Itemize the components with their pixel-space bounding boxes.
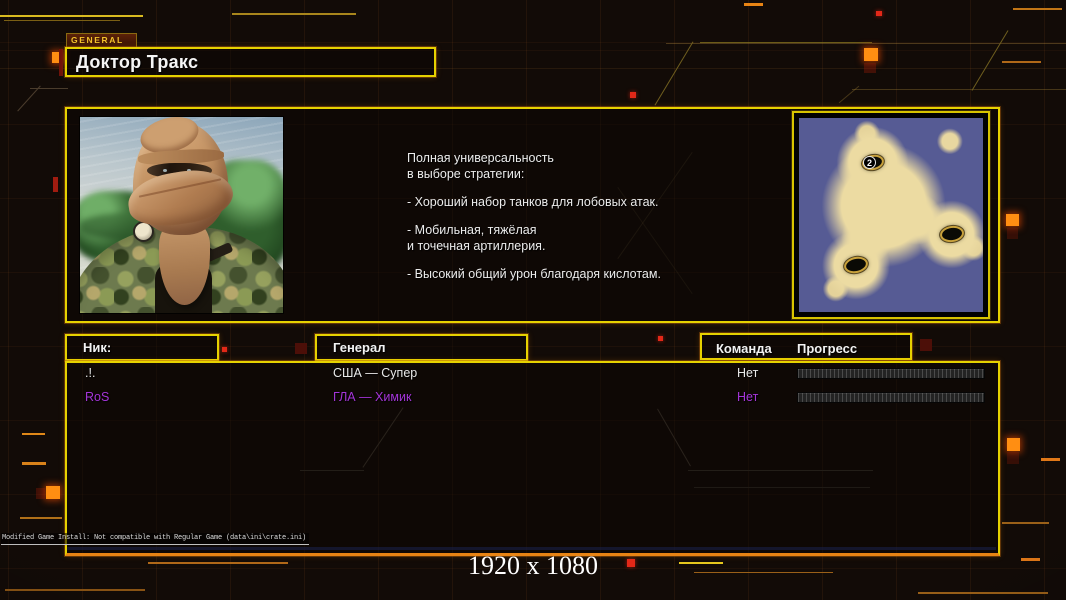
decor-line [1021, 558, 1040, 561]
map-preview[interactable]: 2 [792, 111, 990, 319]
resolution-caption: 1920 x 1080 [468, 551, 598, 580]
status-bar: Modified Game Install: Not compatible wi… [1, 533, 310, 545]
player-list-panel [65, 361, 1000, 556]
decor-square [36, 488, 45, 499]
player-team: Нет [737, 366, 759, 380]
tab-general[interactable]: GENERAL [66, 33, 137, 47]
column-header-team-progress: Команда Прогресс [700, 333, 912, 360]
decor-square [1007, 438, 1020, 451]
decor-line [0, 15, 143, 17]
decor-line [232, 13, 356, 15]
decor-red-strip [59, 49, 63, 76]
column-label-team: Команда [716, 341, 772, 356]
description-line: - Высокий общий урон благодаря кислотам. [407, 267, 661, 281]
portrait-head [124, 117, 237, 235]
description-line: и точечная артиллерия. [407, 239, 546, 253]
decor-line [30, 88, 68, 89]
decor-square [876, 11, 882, 16]
decor-line [744, 3, 763, 6]
decor-diagonal [17, 85, 41, 112]
column-header-general: Генерал [315, 334, 528, 361]
player-nick: .!. [85, 366, 96, 380]
description-line: в выборе стратегии: [407, 167, 525, 181]
decor-line [20, 517, 62, 519]
start-position-marker: 2 [863, 156, 876, 169]
decor-square [658, 336, 663, 341]
decor-line [1002, 61, 1041, 63]
map-start-position [842, 254, 870, 276]
description-line: - Хороший набор танков для лобовых атак. [407, 195, 659, 209]
decor-line [694, 572, 833, 573]
page-title: Доктор Тракс [76, 52, 199, 72]
decor-diagonal [654, 41, 694, 106]
decor-line [1041, 458, 1060, 461]
decor-line [22, 433, 45, 435]
decor-line [918, 592, 1048, 594]
decor-line [666, 43, 1066, 44]
decor-square [295, 343, 307, 354]
description-line: - Мобильная, тяжёлая [407, 223, 537, 237]
decor-line [5, 589, 145, 591]
general-description: Полная универсальность в выборе стратеги… [407, 150, 752, 282]
decor-line [1013, 8, 1062, 10]
decor-line [1002, 522, 1049, 524]
general-portrait [79, 116, 284, 314]
decor-square [920, 339, 932, 351]
decor-diagonal [838, 85, 860, 104]
decor-square [1007, 228, 1018, 239]
decor-line [700, 42, 872, 43]
map-image: 2 [799, 118, 983, 312]
column-label: Генерал [333, 340, 386, 355]
decor-line [148, 562, 288, 564]
panel-inner-glow [67, 547, 996, 550]
decor-square [1007, 452, 1019, 464]
decor-square [52, 52, 63, 63]
map-start-position [939, 224, 965, 244]
decor-square [864, 48, 878, 61]
decor-line [852, 89, 1066, 90]
column-label-progress: Прогресс [797, 341, 858, 356]
decor-line [4, 20, 120, 21]
column-header-nick: Ник: [65, 334, 219, 361]
player-progress-bar [797, 392, 985, 403]
decor-line [679, 562, 723, 564]
decor-square [630, 92, 636, 98]
decor-line [22, 462, 46, 465]
decor-square [222, 347, 227, 352]
description-line: Полная универсальность [407, 151, 554, 165]
player-general: ГЛА — Химик [333, 390, 412, 404]
decor-square [864, 63, 876, 73]
decor-line [0, 68, 1066, 69]
player-general: США — Супер [333, 366, 418, 380]
decor-square [627, 559, 635, 567]
decor-square [46, 486, 60, 499]
general-title-box: Доктор Тракс [65, 47, 436, 77]
portrait-eye [162, 169, 167, 172]
column-label: Ник: [83, 340, 112, 355]
player-progress-bar [797, 368, 985, 379]
player-nick: RoS [85, 390, 110, 404]
decor-red-strip [53, 177, 58, 192]
decor-square [1006, 214, 1019, 226]
player-team: Нет [737, 390, 759, 404]
